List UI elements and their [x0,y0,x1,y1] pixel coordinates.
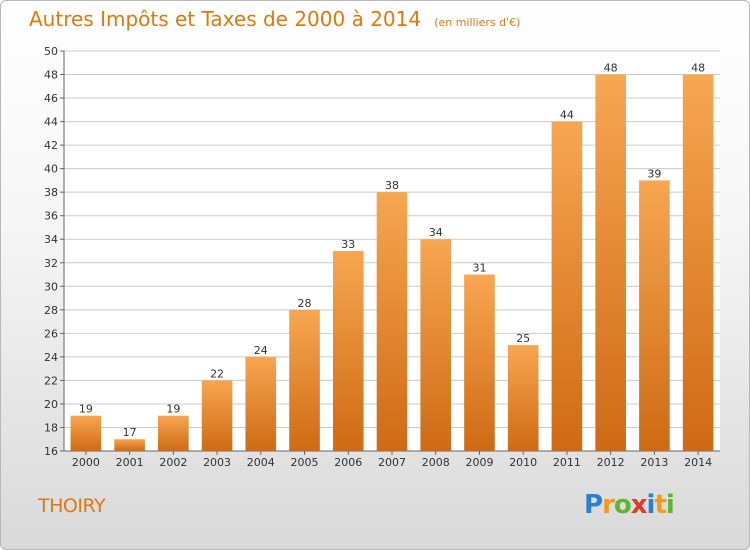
bar-value-label: 22 [210,367,224,380]
x-tick-label: 2010 [509,456,537,469]
bar-value-label: 39 [647,167,661,180]
y-tick-label: 26 [44,327,58,340]
bar [595,74,626,451]
bar [464,274,495,451]
y-tick-label: 44 [44,116,58,129]
commune-name: THOIRY [38,495,106,517]
proxiti-logo: Proxiti [584,490,675,520]
bar [70,415,102,451]
x-tick-label: 2009 [465,456,493,469]
y-tick-label: 16 [44,445,58,458]
x-tick-label: 2000 [72,456,100,469]
bar-value-label: 48 [604,62,618,75]
bar [682,74,714,451]
x-tick-label: 2002 [159,456,187,469]
bar-value-label: 17 [123,426,137,439]
bar [551,121,583,452]
logo-letter: t [654,490,666,520]
bar [507,345,539,451]
x-tick-label: 2005 [291,456,319,469]
logo-letter: x [630,490,648,520]
x-tick-label: 2012 [597,456,625,469]
bar-value-label: 28 [298,297,312,310]
bar-value-label: 24 [254,344,268,357]
logo-letter: o [613,490,632,520]
chart-title: Autres Impôts et Taxes de 2000 à 2014 [29,7,422,31]
y-tick-label: 24 [44,351,58,364]
y-tick-label: 28 [44,304,58,317]
bar-value-label: 19 [166,403,180,416]
y-tick-label: 32 [44,257,58,270]
y-tick-label: 42 [44,139,58,152]
bar-value-label: 25 [516,332,530,345]
bar [158,415,189,451]
bar [114,439,145,451]
bar-value-label: 48 [691,62,705,75]
y-tick-label: 34 [44,233,58,246]
x-tick-label: 2001 [116,456,144,469]
logo-letter: i [665,490,675,520]
bar [420,239,452,451]
y-tick-label: 20 [44,398,58,411]
y-tick-label: 40 [44,163,58,176]
bar [289,309,320,451]
bar [639,180,670,452]
title-block: Autres Impôts et Taxes de 2000 à 2014 (e… [29,7,520,31]
y-tick-label: 46 [44,92,58,105]
chart-subtitle: (en milliers d'€) [434,16,521,29]
y-tick-label: 30 [44,280,58,293]
y-tick-label: 38 [44,186,58,199]
x-tick-label: 2011 [553,456,581,469]
logo-letter: r [602,490,615,520]
bar [245,356,277,451]
x-tick-label: 2004 [247,456,275,469]
bar-value-label: 34 [429,226,443,239]
y-tick-label: 22 [44,374,58,387]
bar-value-label: 33 [341,238,355,251]
x-tick-label: 2006 [334,456,362,469]
y-tick-label: 18 [44,421,58,434]
bar-value-label: 19 [79,403,93,416]
x-tick-label: 2008 [422,456,450,469]
bar-value-label: 44 [560,109,574,122]
logo-letter: P [584,490,603,520]
bar [376,192,408,452]
x-tick-label: 2003 [203,456,231,469]
x-tick-label: 2014 [684,456,712,469]
bar-value-label: 31 [472,262,486,275]
bar-value-label: 38 [385,179,399,192]
bar [332,251,364,451]
y-tick-label: 48 [44,69,58,82]
logo-letter: i [646,490,656,520]
x-tick-label: 2013 [640,456,668,469]
y-tick-label: 36 [44,210,58,223]
bar [201,380,233,451]
y-tick-label: 50 [44,45,58,58]
x-tick-label: 2007 [378,456,406,469]
